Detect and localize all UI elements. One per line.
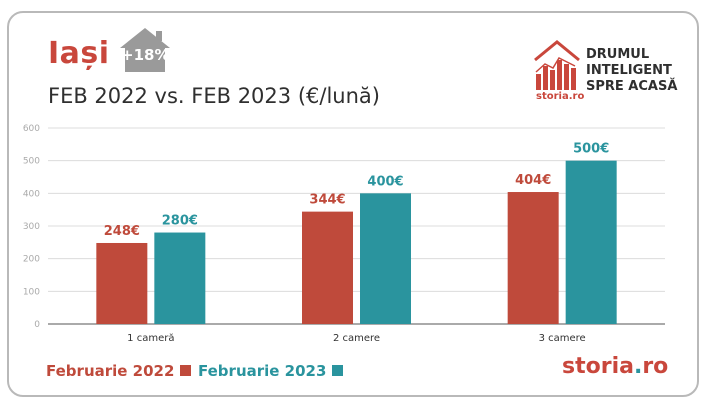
logo-small-brand: storia.ro [536,91,585,102]
x-tick-label: 1 cameră [127,333,174,344]
x-tick-label: 2 camere [333,333,380,344]
y-tick-label: 400 [23,189,40,199]
y-tick-label: 100 [23,287,40,297]
bar [154,232,206,324]
legend-label: Februarie 2023 [198,362,327,380]
logo-line: SPRE ACASĂ [586,79,678,94]
legend-label: Februarie 2022 [46,362,175,380]
data-label: 344€ [309,193,345,208]
x-tick-label: 3 camere [539,333,586,344]
logo-text: DRUMUL INTELIGENT SPRE ACASĂ [586,47,677,95]
bar [96,242,148,324]
bar [507,192,559,324]
logo-line: INTELIGENT [586,63,672,78]
y-tick-label: 600 [23,124,40,134]
brand-dot: . [633,354,643,379]
brand-tld: ro [642,354,669,379]
brand-logo: storia.ro [562,354,668,379]
change-badge: +18% [121,46,170,64]
y-tick-label: 300 [23,222,40,232]
legend-swatch [180,365,192,376]
y-tick-label: 0 [34,320,40,330]
city-title: Iași [48,36,110,71]
data-label: 400€ [367,174,403,189]
legend-swatch [332,365,344,376]
bar [302,211,353,324]
logo-line: DRUMUL [586,47,650,62]
brand-name: storia [562,354,634,379]
house-icon [120,28,170,72]
logo-house-icon [534,40,580,90]
bar [360,193,411,324]
legend-item-2022: Februarie 2022 [46,362,192,380]
bar [565,160,617,324]
data-label: 500€ [573,142,609,157]
data-label: 280€ [162,214,198,229]
y-tick-label: 500 [23,157,40,167]
data-label: 248€ [104,224,140,239]
legend-item-2023: Februarie 2023 [198,362,344,380]
data-label: 404€ [515,173,551,188]
page-subtitle: FEB 2022 vs. FEB 2023 (€/lună) [48,84,380,108]
y-tick-label: 200 [23,255,40,265]
